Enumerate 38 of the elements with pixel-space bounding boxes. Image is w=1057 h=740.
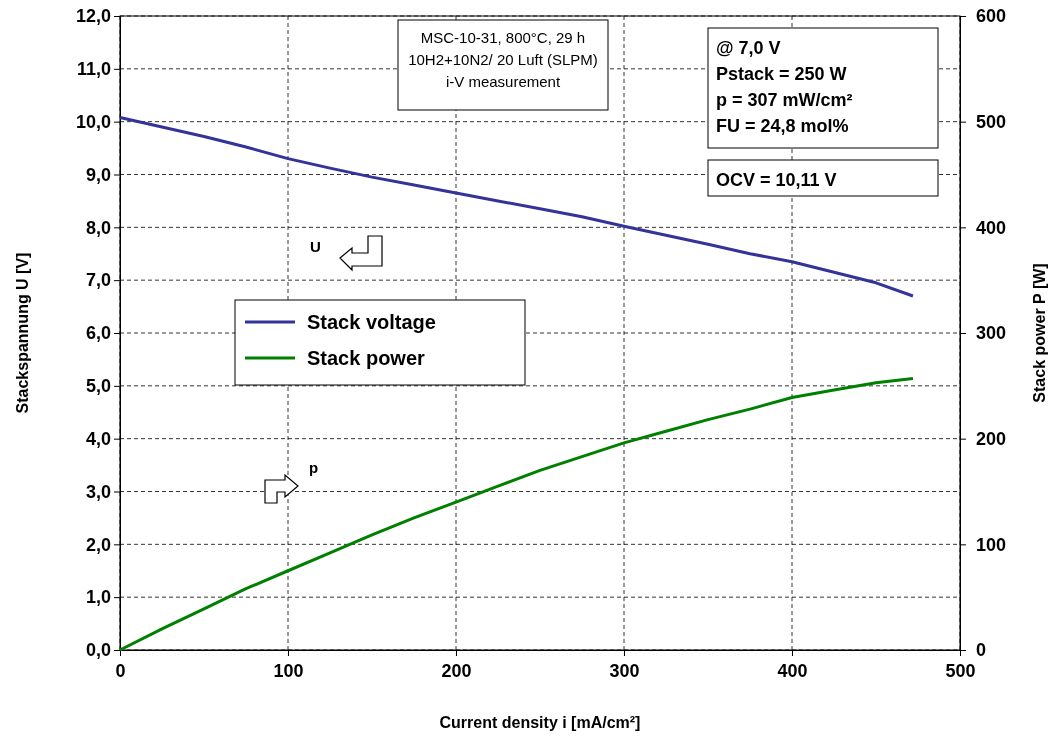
- y-tick-label: 7,0: [85, 270, 111, 291]
- y2-tick-label: 600: [976, 6, 1007, 27]
- annotation: U: [310, 238, 321, 255]
- y-tick-label: 3,0: [85, 481, 111, 502]
- y2-tick-label: 500: [976, 111, 1007, 132]
- y-tick-label: 12,0: [75, 6, 111, 27]
- line-series: [118, 376, 915, 652]
- y2-tick-label: 400: [976, 217, 1007, 238]
- y-tick-label: 6,0: [85, 323, 111, 344]
- x-tick-label: 100: [273, 660, 304, 681]
- annotation: MSC-10-31, 800°C, 29 h 10H2+10N2/ 20 Luft (SLPM) i-V measurement: [408, 29, 598, 90]
- x-tick-label: 300: [609, 660, 640, 681]
- x-tick-label: 500: [945, 660, 976, 681]
- legend-label: Stack power: [307, 347, 426, 369]
- y2-tick-label: 100: [976, 534, 1007, 555]
- y-tick-label: 11,0: [76, 59, 111, 80]
- y2-tick-label: 300: [976, 323, 1007, 344]
- annotation: p: [309, 459, 319, 476]
- y2-axis-title: Stack power P [W]: [1031, 263, 1048, 403]
- x-tick-label: 0: [115, 660, 126, 681]
- y-tick-label: 5,0: [85, 376, 111, 397]
- x-tick-label: 400: [777, 660, 808, 681]
- y-tick-label: 9,0: [85, 164, 111, 185]
- y-tick-label: 1,0: [85, 587, 111, 608]
- annotation: OCV = 10,11 V: [716, 170, 837, 190]
- legend-label: Stack voltage: [307, 311, 436, 333]
- x-axis-title: Current density i [mA/cm²]: [439, 714, 641, 731]
- y-tick-label: 2,0: [85, 534, 111, 555]
- annotation: @ 7,0 V Pstack = 250 W p = 307 mW/cm² FU = 24,8 mol%: [716, 38, 853, 137]
- line-series: [118, 115, 915, 298]
- y-axis-title: Stackspannung U [V]: [14, 252, 31, 414]
- y-tick-label: 4,0: [85, 428, 111, 449]
- y2-tick-label: 0: [976, 640, 987, 661]
- y-tick-label: 0,0: [85, 640, 111, 661]
- y-tick-label: 8,0: [85, 217, 111, 238]
- y-tick-label: 10,0: [75, 111, 111, 132]
- y2-tick-label: 200: [976, 428, 1007, 449]
- x-tick-label: 200: [441, 660, 472, 681]
